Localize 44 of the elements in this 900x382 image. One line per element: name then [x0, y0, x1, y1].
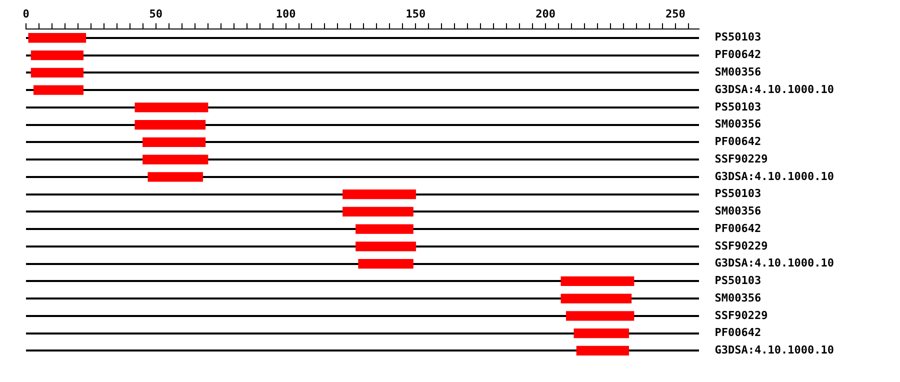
y-tick-label: G3DSA:4.10.1000.10: [714, 82, 834, 96]
bar: [574, 328, 629, 338]
y-tick-label: PF00642: [714, 48, 762, 62]
bar: [356, 242, 416, 252]
bar: [560, 276, 634, 286]
y-tick-label: PS50103: [714, 100, 762, 114]
bar: [30, 50, 84, 60]
bar: [148, 172, 203, 182]
bar: [358, 258, 414, 269]
y-tick-label: G3DSA:4.10.1000.10: [714, 170, 834, 183]
y-tick-label: SSF90229: [714, 152, 768, 166]
bar: [576, 346, 629, 356]
bar: [566, 311, 634, 321]
bar: [356, 224, 414, 234]
bar: [342, 189, 416, 200]
bar: [134, 120, 206, 130]
x-tick-label: 50: [149, 7, 163, 20]
y-tick-label: SM00356: [714, 66, 762, 79]
x-tick-label: 200: [536, 7, 556, 20]
y-tick-label: SM00356: [714, 291, 762, 304]
x-tick-label: 0: [22, 7, 30, 20]
y-tick-label: PS50103: [714, 30, 762, 44]
y-tick-label: SM00356: [714, 118, 762, 131]
y-tick-label: PF00642: [714, 135, 762, 148]
y-tick-label: G3DSA:4.10.1000.10: [714, 256, 834, 270]
y-tick-label: SSF90229: [714, 308, 768, 322]
x-tick-label: 100: [276, 7, 296, 20]
bar: [30, 68, 84, 78]
y-tick-label: SM00356: [714, 204, 762, 218]
bar: [142, 154, 208, 164]
bar: [28, 33, 86, 43]
x-tick-label: 150: [406, 7, 426, 20]
x-tick-label: 250: [665, 7, 686, 20]
y-tick-label: PF00642: [714, 326, 762, 340]
y-tick-label: SSF90229: [714, 239, 768, 252]
bar: [560, 294, 632, 304]
y-tick-label: PS50103: [714, 187, 762, 200]
bar: [33, 85, 84, 95]
bar: [134, 102, 208, 112]
y-tick-label: PS50103: [714, 274, 762, 288]
bar: [142, 137, 206, 147]
y-tick-label: PF00642: [714, 222, 762, 235]
bar: [342, 206, 414, 217]
y-tick-label: G3DSA:4.10.1000.10: [714, 344, 834, 357]
